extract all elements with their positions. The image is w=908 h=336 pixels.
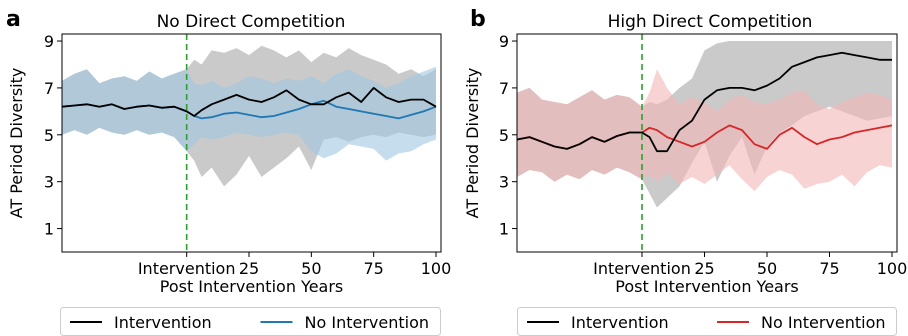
series-line-intervention: [62, 87, 437, 117]
x-tick-label: 25: [239, 259, 259, 278]
y-tick-label: 9: [499, 32, 509, 51]
x-tick-label: 50: [757, 259, 777, 278]
legend-label: Intervention: [571, 313, 669, 332]
axes-frame: [61, 33, 442, 253]
x-tick-label-intervention: Intervention: [138, 259, 236, 278]
x-axis-label: Post Intervention Years: [615, 277, 799, 296]
legend: Intervention No Intervention: [60, 307, 441, 336]
y-tick-label: 1: [499, 220, 509, 239]
series-line-intervention: [517, 51, 892, 153]
panel-b: b High Direct Competition 1 3 5 7 9 25 50 75 100 In…: [463, 7, 907, 336]
y-tick-label: 1: [44, 220, 54, 239]
y-tick-label: 3: [44, 173, 54, 192]
chart-title: No Direct Competition: [157, 12, 346, 32]
x-tick-label: 100: [421, 259, 452, 278]
y-tick-label: 5: [499, 126, 509, 145]
legend-label: No Intervention: [761, 313, 886, 332]
legend-label: No Intervention: [305, 313, 430, 332]
x-axis-label: Post Intervention Years: [160, 277, 344, 296]
x-tick-label: 100: [877, 259, 908, 278]
confidence-band-no-intervention: [517, 69, 892, 192]
y-tick-label: 7: [44, 79, 54, 98]
x-tick-label: 25: [694, 259, 714, 278]
confidence-band-no-intervention: [62, 66, 436, 161]
chart-title: High Direct Competition: [608, 12, 813, 32]
panel-a: a No Direct Competition 1 3 5 7 9 25 50 75 100 Inte…: [6, 7, 451, 336]
y-tick-label: 9: [44, 32, 54, 51]
panel-label: a: [6, 7, 21, 32]
y-tick-label: 3: [499, 173, 509, 192]
x-tick-label: 50: [301, 259, 321, 278]
x-tick-label: 75: [363, 259, 383, 278]
y-axis-label: AT Period Diversity: [463, 68, 482, 219]
y-tick-label: 5: [44, 126, 54, 145]
legend: Intervention No Intervention: [517, 307, 897, 336]
panel-label: b: [470, 7, 486, 32]
y-axis-label: AT Period Diversity: [7, 68, 26, 219]
plot-area: [62, 34, 437, 252]
legend-label: Intervention: [114, 313, 212, 332]
plot-area: [517, 34, 893, 252]
y-tick-label: 7: [499, 79, 509, 98]
axes-frame: [516, 33, 898, 253]
x-tick-label: 75: [819, 259, 839, 278]
x-tick-label-intervention: Intervention: [593, 259, 691, 278]
